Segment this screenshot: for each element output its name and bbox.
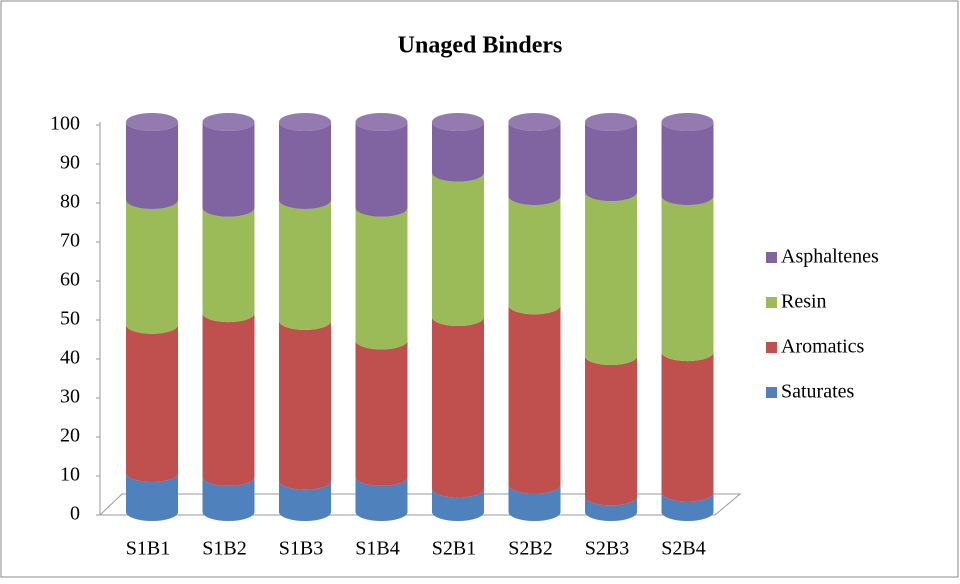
cylinder-top — [202, 113, 255, 131]
cylinder-segment — [355, 476, 408, 521]
cylinder-segment — [126, 200, 178, 334]
legend-swatch — [766, 387, 777, 398]
cylinder-segment — [508, 484, 561, 521]
cylinder-segment — [355, 207, 408, 350]
cylinder-segment — [508, 305, 561, 494]
y-tick-label: 70 — [60, 230, 80, 252]
legend-label: Aromatics — [781, 336, 865, 358]
cylinder-segment — [126, 324, 178, 482]
y-tick-label: 40 — [60, 347, 80, 369]
cylinder-segment — [355, 122, 408, 217]
cylinder-segment — [661, 122, 714, 206]
cylinder-segment — [661, 196, 714, 362]
legend-label: Resin — [781, 291, 827, 313]
legend-label: Asphaltenes — [781, 246, 879, 268]
x-tick-label: S2B4 — [661, 538, 705, 560]
floor — [98, 493, 742, 516]
cylinder-top — [661, 113, 714, 131]
legend-swatch — [766, 252, 777, 263]
y-tick-label: 0 — [70, 503, 80, 525]
y-tick-label: 90 — [60, 152, 80, 174]
cylinder-segment — [202, 122, 255, 217]
y-tick-label: 100 — [50, 113, 80, 135]
cylinder-top — [585, 113, 637, 131]
cylinder-segment — [126, 122, 178, 209]
cylinder-segment — [432, 172, 484, 326]
cylinder-top — [355, 113, 408, 131]
y-tick-label: 30 — [60, 386, 80, 408]
cylinder-top — [126, 113, 178, 131]
plot: 0 10 20 30 40 50 60 70 80 90 100 S1B1 S1B2 S1B3 S1B4 S2… — [50, 113, 714, 560]
cylinder-segment — [585, 496, 637, 521]
cylinder-segment — [661, 492, 714, 521]
cylinder-segment — [585, 356, 637, 506]
cylinder-segment — [432, 317, 484, 498]
legend-label: Saturates — [781, 381, 855, 403]
cylinder-segment — [202, 207, 255, 323]
cylinder-segment — [508, 122, 561, 206]
cylinder-top — [508, 113, 561, 131]
x-tick-label: S2B3 — [585, 538, 629, 560]
cylinder-segment — [126, 473, 178, 521]
y-tick-label: 60 — [60, 269, 80, 291]
cylinder-top — [432, 113, 484, 131]
legend: Saturates Aromatics Resin Asphaltenes — [766, 246, 879, 403]
cylinder-segment — [202, 313, 255, 486]
cylinder-segment — [279, 480, 331, 521]
cylinder-segment — [508, 196, 561, 315]
cylinder-segment — [661, 352, 714, 502]
cylinder-segment — [355, 340, 408, 486]
cylinder-segment — [432, 488, 484, 521]
x-tick-label: S1B4 — [355, 538, 399, 560]
legend-swatch — [766, 342, 777, 353]
y-tick-label: 80 — [60, 191, 80, 213]
cylinder-segment — [432, 122, 484, 182]
x-tick-label: S1B2 — [202, 538, 246, 560]
x-tick-label: S1B3 — [279, 538, 323, 560]
y-tick-label: 50 — [60, 308, 80, 330]
legend-swatch — [766, 297, 777, 308]
y-tick-label: 20 — [60, 425, 80, 447]
chart-title: Unaged Binders — [398, 33, 563, 59]
cylinder-segment — [202, 476, 255, 521]
cylinder-segment — [585, 192, 637, 365]
x-tick-label: S2B2 — [508, 538, 552, 560]
cylinder-segment — [279, 122, 331, 209]
cylinder-top — [279, 113, 331, 131]
cylinder-segment — [279, 320, 331, 490]
cylinder-segment — [585, 122, 637, 202]
y-tick-label: 10 — [60, 464, 80, 486]
x-tick-label: S1B1 — [126, 538, 170, 560]
x-tick-label: S2B1 — [432, 538, 476, 560]
cylinder-segment — [279, 200, 331, 330]
